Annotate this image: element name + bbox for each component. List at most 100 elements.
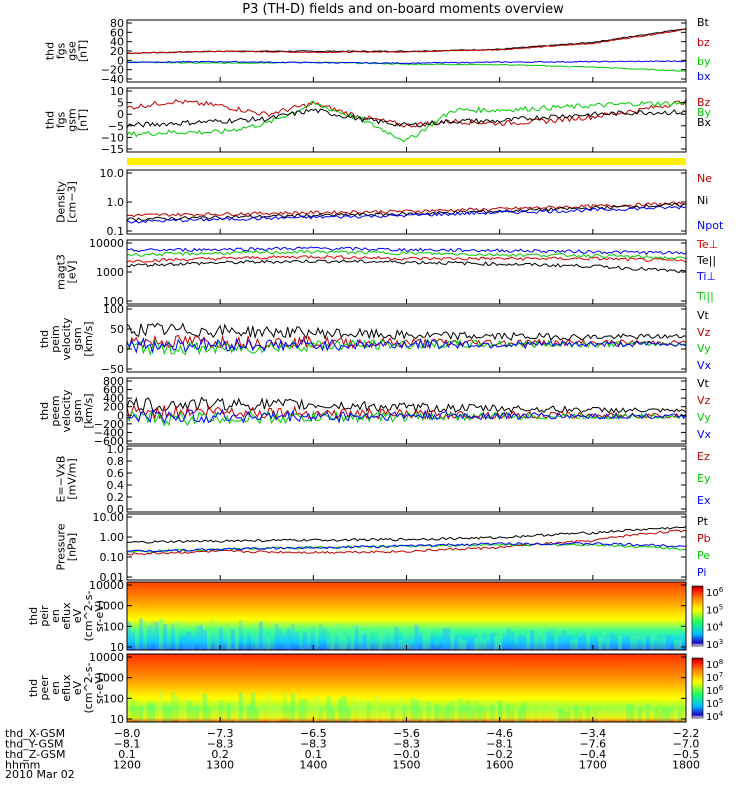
y-axis-label: (cm^2-s- bbox=[82, 591, 95, 642]
spectrogram-cell bbox=[534, 709, 539, 722]
legend-Ez: Ez bbox=[697, 450, 710, 463]
spectrogram-cell bbox=[270, 623, 275, 650]
spectrogram-cell bbox=[478, 705, 483, 722]
spectrogram-cell bbox=[406, 630, 411, 650]
panel-efield: 1.00.80.60.40.20.0 E=−VxB[mV/m] Ez Ey Ex bbox=[55, 443, 711, 516]
x-row-value: −8.0 bbox=[114, 727, 141, 740]
spectrogram-cell bbox=[147, 701, 151, 722]
series-line-By bbox=[126, 100, 687, 143]
spectrogram-cell bbox=[346, 708, 351, 722]
spectrogram-cell bbox=[630, 635, 635, 650]
spectrogram-cell bbox=[306, 629, 311, 650]
spectrogram-cell bbox=[682, 633, 686, 650]
spectrogram-cell bbox=[610, 632, 615, 650]
legend-Te⊥: Te⊥ bbox=[696, 238, 718, 251]
spectrogram-cell bbox=[486, 627, 491, 650]
series-line-Bz bbox=[126, 98, 687, 128]
spectrogram-cell bbox=[338, 697, 343, 722]
series-line-Pt bbox=[126, 525, 687, 544]
y-tick-label: 0.2 bbox=[107, 491, 125, 504]
panel-density: 10.0 1.0 0.1 Density[cm−3] Ne Ni Npot bbox=[55, 167, 724, 238]
spectrogram-cell bbox=[482, 638, 487, 650]
spectrogram-cell bbox=[678, 639, 682, 650]
x-row-value: −3.4 bbox=[579, 727, 606, 740]
legend-Vz: Vz bbox=[697, 326, 711, 339]
y-tick-label: 0.01 bbox=[100, 571, 125, 584]
spectrogram-cell bbox=[602, 702, 607, 722]
y-tick-label: 10 bbox=[110, 713, 124, 726]
spectrogram-cell bbox=[310, 626, 315, 650]
y-tick-label: −400 bbox=[94, 426, 124, 439]
spectrogram-cell bbox=[282, 693, 287, 722]
spectrogram-cell bbox=[326, 637, 331, 650]
series-line-bz bbox=[126, 28, 687, 55]
y-axis-label: gsm bbox=[66, 108, 79, 131]
spectrogram-cell bbox=[250, 623, 255, 650]
spectrogram-cell bbox=[454, 639, 459, 650]
spectrogram-cell bbox=[626, 637, 631, 650]
legend-Vy: Vy bbox=[697, 342, 711, 355]
x-row-value: −0.2 bbox=[486, 748, 513, 761]
spectrogram bbox=[127, 582, 686, 650]
spectrogram-cell bbox=[514, 631, 519, 650]
spectrogram-cell bbox=[302, 632, 307, 650]
spectrogram-cell bbox=[166, 705, 171, 722]
series-line-Te|| bbox=[126, 259, 687, 274]
y-tick-label: 1000 bbox=[96, 266, 124, 279]
series-line-Vx bbox=[126, 408, 687, 424]
y-tick-label: 0.4 bbox=[107, 479, 125, 492]
spectrogram-cell bbox=[286, 705, 291, 722]
spectrogram-cell bbox=[170, 691, 175, 722]
spectrogram-cell bbox=[450, 700, 455, 722]
spectrogram-cell bbox=[362, 634, 367, 650]
spectrogram-cell bbox=[494, 636, 499, 650]
spectrogram-cell bbox=[262, 698, 267, 722]
series-line-Vz bbox=[126, 334, 687, 350]
x-row-value: 0.1 bbox=[305, 748, 323, 761]
spectrogram-cell bbox=[354, 700, 359, 722]
y-tick-label: 1000 bbox=[96, 600, 124, 613]
spectrogram-cell bbox=[610, 704, 615, 722]
spectrogram-cell bbox=[147, 625, 151, 650]
legend-bz: bz bbox=[697, 36, 710, 49]
y-axis-label: thd bbox=[27, 679, 40, 697]
spectrogram-cell bbox=[602, 632, 607, 650]
spectrogram-cell bbox=[210, 619, 215, 650]
spectrogram-cell bbox=[322, 711, 327, 722]
spectrogram-cell bbox=[554, 701, 559, 722]
spectrogram-cell bbox=[566, 711, 571, 722]
spectrogram-cell bbox=[386, 629, 391, 650]
spectrogram-cell bbox=[398, 697, 403, 722]
spectrogram-cell bbox=[250, 692, 255, 722]
legend-Vx: Vx bbox=[697, 359, 712, 372]
spectrogram-cell bbox=[422, 700, 427, 722]
spectrogram-cell bbox=[318, 623, 323, 650]
spectrogram-cell bbox=[430, 705, 435, 722]
spectrogram-cell bbox=[530, 630, 535, 650]
spectrogram-cell bbox=[390, 626, 395, 650]
spectrogram-cell bbox=[151, 703, 155, 722]
spectrogram-cell bbox=[186, 701, 191, 722]
spectrogram-cell bbox=[406, 707, 411, 722]
spectrogram-cell bbox=[558, 709, 563, 722]
spectrogram-cell bbox=[282, 634, 287, 650]
spectrogram-cell bbox=[182, 698, 187, 722]
y-axis-label: gse bbox=[66, 41, 79, 61]
spectrogram-cell bbox=[330, 626, 335, 650]
spectrogram-cell bbox=[366, 629, 371, 650]
y-axis-label: thd bbox=[44, 111, 57, 129]
y-axis-label: velocity bbox=[60, 317, 73, 360]
spectrogram-cell bbox=[446, 704, 451, 722]
spectrogram-cell bbox=[646, 636, 651, 650]
y-tick-label: 400 bbox=[103, 392, 124, 405]
spectrogram-cell bbox=[566, 635, 571, 650]
y-axis-label: [nT] bbox=[77, 40, 90, 62]
y-axis-label: (cm^2-s- bbox=[82, 663, 95, 714]
series-line-Vx bbox=[126, 336, 687, 354]
spectrogram-cell bbox=[182, 635, 187, 650]
y-tick-label: 60 bbox=[110, 26, 124, 39]
spectrogram-cell bbox=[330, 708, 335, 722]
spectrogram-cell bbox=[230, 697, 235, 722]
